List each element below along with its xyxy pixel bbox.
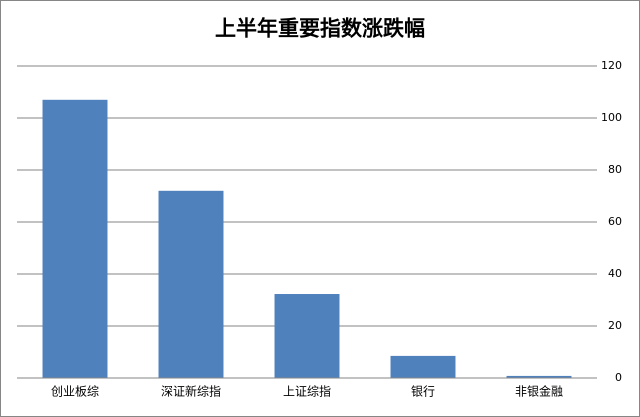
bar [42, 99, 108, 379]
bar [158, 190, 224, 378]
x-tick-label: 银行 [411, 385, 435, 399]
y-tick-label: 0 [615, 371, 622, 384]
y-tick-label: 80 [608, 163, 622, 176]
chart-title: 上半年重要指数涨跌幅 [215, 16, 425, 41]
y-tick-label: 100 [601, 111, 622, 124]
y-tick-label: 20 [608, 319, 622, 332]
bar [274, 294, 340, 378]
x-tick-label: 深证新综指 [161, 384, 221, 399]
bar [390, 355, 456, 378]
bar [506, 375, 572, 378]
x-tick-label: 非银金融 [515, 384, 563, 399]
y-tick-label: 60 [608, 215, 622, 228]
x-tick-label: 上证综指 [283, 384, 331, 399]
y-tick-label: 40 [608, 267, 622, 280]
x-tick-label: 创业板综 [51, 385, 99, 399]
y-tick-label: 120 [601, 59, 622, 72]
